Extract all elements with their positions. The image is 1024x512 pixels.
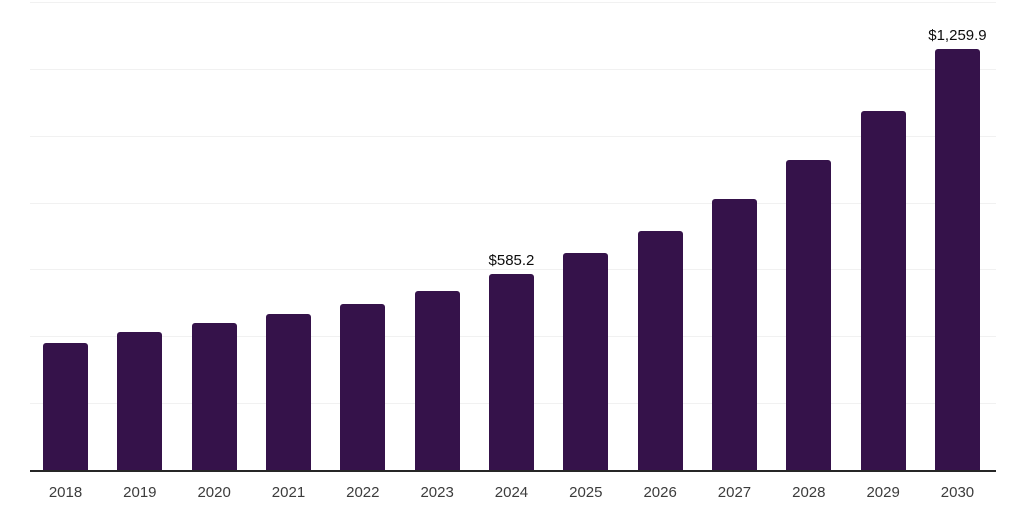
- gridline-1000: [30, 135, 996, 137]
- x-tick-2029: 2029: [866, 484, 900, 501]
- bar-2024: [488, 274, 534, 470]
- bar-2021: [265, 314, 311, 470]
- x-tick-2027: 2027: [717, 484, 752, 501]
- x-tick-2018: 2018: [48, 484, 83, 501]
- bar-2020: [191, 323, 237, 470]
- bar-2025: [563, 253, 609, 470]
- bar-2018: [43, 343, 88, 470]
- bar-2027: [711, 199, 757, 470]
- x-tick-2022: 2022: [346, 484, 380, 501]
- gridline-600: [30, 269, 996, 271]
- gridline-1400: [30, 2, 996, 3]
- gridline-1200: [30, 68, 996, 70]
- bar-2029: [860, 111, 906, 470]
- bar-2019: [117, 332, 163, 470]
- x-tick-2020: 2020: [197, 484, 231, 501]
- x-tick-2030: 2030: [940, 484, 975, 501]
- gridline-800: [30, 202, 996, 204]
- x-tick-2028: 2028: [792, 484, 826, 501]
- bar-2022: [340, 304, 386, 470]
- x-tick-2026: 2026: [643, 484, 677, 501]
- bar-2026: [637, 231, 683, 470]
- data-label-2030: $1,259.9: [928, 27, 987, 44]
- x-tick-2024: 2024: [494, 484, 529, 501]
- x-tick-2023: 2023: [420, 484, 454, 501]
- data-label-2024: $585.2: [488, 252, 535, 269]
- bar-2023: [414, 291, 460, 470]
- x-axis-line: [30, 470, 996, 472]
- x-tick-2025: 2025: [569, 484, 603, 501]
- x-tick-2021: 2021: [271, 484, 306, 501]
- bar-2030: [934, 49, 980, 470]
- x-tick-2019: 2019: [123, 484, 157, 501]
- bar-2028: [786, 160, 832, 470]
